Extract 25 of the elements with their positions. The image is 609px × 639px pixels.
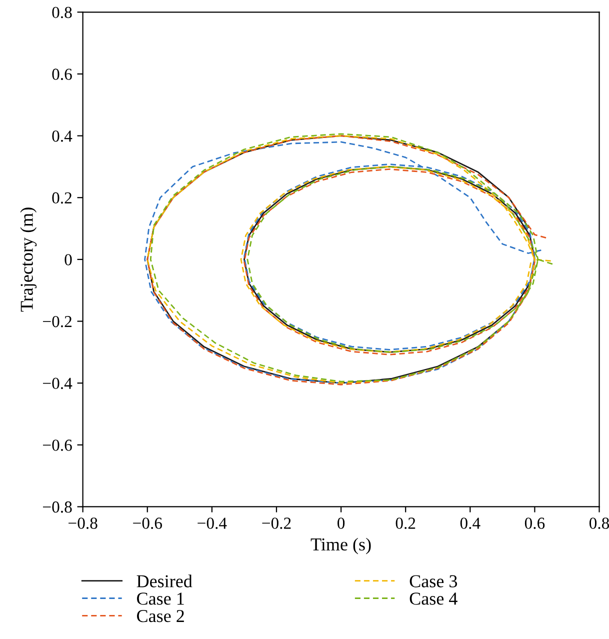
y-axis-title: Trajectory (m) <box>20 208 37 312</box>
x-tick-label: −0.2 <box>262 518 291 529</box>
legend-label: Case 3 <box>410 575 458 588</box>
y-tick-label: −0.8 <box>43 501 72 513</box>
y-tick-label: −0.2 <box>43 316 72 328</box>
x-tick-label: −0.8 <box>68 518 98 529</box>
y-tick-label: 0.6 <box>52 68 72 80</box>
x-tick-label: 0.2 <box>396 518 416 529</box>
x-tick-label: −0.6 <box>133 518 162 529</box>
legend-label: Case 2 <box>137 610 184 622</box>
y-tick-label: 0 <box>64 254 72 266</box>
x-axis-title: Time (s) <box>310 538 371 554</box>
y-tick-label: −0.4 <box>43 378 72 390</box>
x-tick-label: 0.4 <box>460 518 480 529</box>
x-tick-label: −0.4 <box>198 518 227 529</box>
legend-label: Case 1 <box>137 592 184 605</box>
x-tick-label: 0 <box>338 518 345 529</box>
y-tick-label: 0.4 <box>52 130 72 142</box>
x-tick-label: 0.8 <box>589 518 609 529</box>
y-tick-label: 0.8 <box>52 6 72 18</box>
x-tick-label: 0.6 <box>524 518 545 529</box>
legend-label: Case 4 <box>410 592 458 605</box>
y-tick-label: 0.2 <box>52 192 72 204</box>
y-tick-label: −0.6 <box>43 440 72 451</box>
legend-label: Desired <box>136 574 192 588</box>
